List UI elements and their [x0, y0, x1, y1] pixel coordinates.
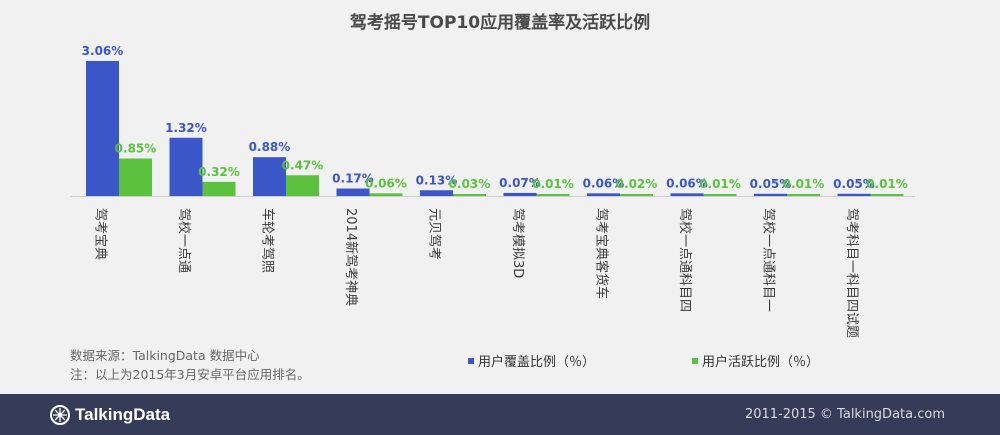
remark-note: 注：以上为2015年3月安卓平台应用排名。: [70, 367, 310, 382]
data-label-active: 0.01%: [783, 177, 825, 191]
data-label-coverage: 1.32%: [165, 121, 207, 135]
data-label-coverage: 0.05%: [750, 177, 792, 191]
bar-active: [369, 193, 403, 196]
bar-coverage: [754, 193, 787, 196]
chart-title: 驾考摇号TOP10应用覆盖率及活跃比例: [349, 13, 651, 33]
data-label-active: 0.02%: [616, 177, 658, 191]
data-label-coverage: 0.13%: [416, 173, 458, 187]
bar-active: [453, 194, 486, 196]
data-label-active: 0.85%: [115, 142, 157, 156]
data-label-coverage: 0.17%: [332, 172, 374, 186]
bar-active: [286, 175, 319, 196]
category-label: 车轮考驾照: [260, 208, 276, 273]
category-label: 驾考宝典客货车: [594, 208, 610, 299]
category-label: 驾考宝典: [93, 208, 108, 260]
footer-bar: TalkingData 2011-2015 © TalkingData.com: [0, 394, 1000, 435]
bar-active: [787, 194, 820, 196]
bar-active: [202, 181, 236, 196]
footer-copyright: 2011-2015 © TalkingData.com: [744, 407, 945, 422]
data-label-active: 0.01%: [866, 177, 908, 191]
bar-active: [119, 158, 152, 196]
legend-label-coverage: 用户覆盖比例（％）: [478, 355, 596, 370]
legend-swatch-coverage: [468, 357, 474, 364]
data-label-active: 0.32%: [198, 165, 240, 179]
footer-logo-text: TalkingData: [75, 404, 171, 424]
data-label-coverage: 0.07%: [499, 176, 541, 190]
data-label-coverage: 0.88%: [249, 140, 291, 154]
bar-active: [703, 194, 737, 196]
bar-coverage: [169, 137, 203, 196]
data-label-coverage: 0.06%: [583, 176, 625, 190]
legend-item-active: 用户活跃比例（％）: [692, 351, 819, 370]
data-label-active: 0.03%: [449, 177, 491, 191]
data-label-coverage: 0.06%: [666, 176, 708, 190]
bar-coverage: [503, 192, 537, 196]
bar-chart: 3.06% 0.85% 驾考宝典 1.32% 0.32% 驾校一点通 0.88% 0.47% 车…: [70, 44, 915, 338]
bar-active: [870, 194, 904, 196]
data-label-coverage: 3.06%: [82, 44, 124, 58]
talkingdata-logo-icon: [50, 404, 70, 425]
bar-active: [536, 194, 570, 196]
footer-logo: TalkingData: [50, 394, 170, 435]
bar-coverage: [837, 193, 871, 196]
bar-coverage: [86, 61, 119, 196]
data-source-note: 数据来源：TalkingData 数据中心: [70, 348, 260, 363]
bar-coverage: [253, 157, 286, 196]
category-label: 驾校一点通科目四: [677, 208, 693, 312]
bar-coverage: [420, 190, 453, 196]
data-label-active: 0.01%: [699, 177, 741, 191]
legend-item-coverage: 用户覆盖比例（％）: [468, 351, 595, 370]
legend-swatch-active: [692, 357, 698, 364]
category-label: 驾考模拟3D: [510, 208, 525, 278]
data-label-active: 0.01%: [532, 177, 574, 191]
data-label-active: 0.47%: [282, 158, 324, 172]
category-label: 2014新驾考神典: [343, 208, 359, 306]
bar-coverage: [670, 193, 704, 196]
category-label: 驾考科目一科目四试题: [844, 208, 859, 338]
bar-active: [620, 194, 653, 196]
legend-label-active: 用户活跃比例（％）: [702, 355, 820, 370]
category-label: 驾校一点通科目一: [761, 208, 777, 312]
data-label-active: 0.06%: [365, 176, 407, 190]
category-label: 元贝驾考: [427, 208, 442, 260]
bar-coverage: [587, 193, 620, 196]
data-label-coverage: 0.05%: [833, 177, 875, 191]
bar-coverage: [336, 188, 370, 196]
category-label: 驾校一点通: [176, 208, 192, 273]
